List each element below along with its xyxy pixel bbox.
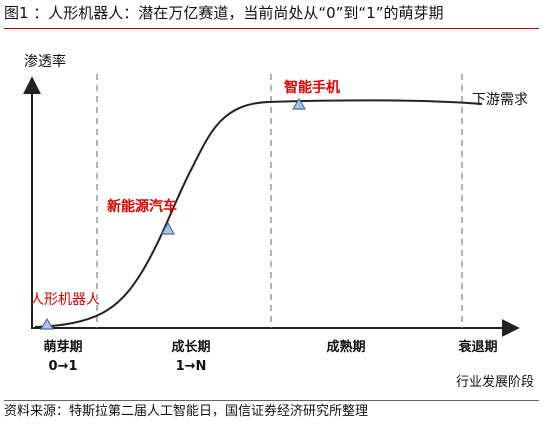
- title-rule: [4, 28, 539, 29]
- y-axis-label: 渗透率: [24, 53, 66, 70]
- stage-label-mature: 成熟期: [326, 339, 365, 355]
- x-axis-label: 行业发展阶段: [456, 374, 534, 390]
- marker-label-humanoid-robot: 人形机器人: [30, 292, 100, 308]
- marker-humanoid-robot: [39, 317, 55, 330]
- stage-label-embryonic: 萌芽期: [43, 339, 82, 355]
- stage-sub-growth: 1→N: [176, 359, 207, 374]
- stage-label-growth: 成长期: [171, 339, 210, 355]
- marker-smartphone: [291, 97, 307, 110]
- stage-sub-embryonic: 0→1: [49, 359, 78, 374]
- source-rule: [4, 400, 539, 401]
- stage-label-decline: 衰退期: [457, 339, 497, 355]
- source-note: 资料来源：特斯拉第二届人工智能日，国信证券经济研究所整理: [4, 404, 369, 419]
- marker-ev: [160, 221, 176, 235]
- marker-label-smartphone: 智能手机: [283, 79, 340, 96]
- figure-title: 图1 ：人形机器人：潜在万亿赛道，当前尚处从“0”到“1”的萌芽期: [4, 4, 444, 22]
- marker-label-ev: 新能源汽车: [107, 198, 177, 215]
- curve-end-label: 下游需求: [472, 92, 528, 108]
- adoption-s-curve: [34, 99, 483, 328]
